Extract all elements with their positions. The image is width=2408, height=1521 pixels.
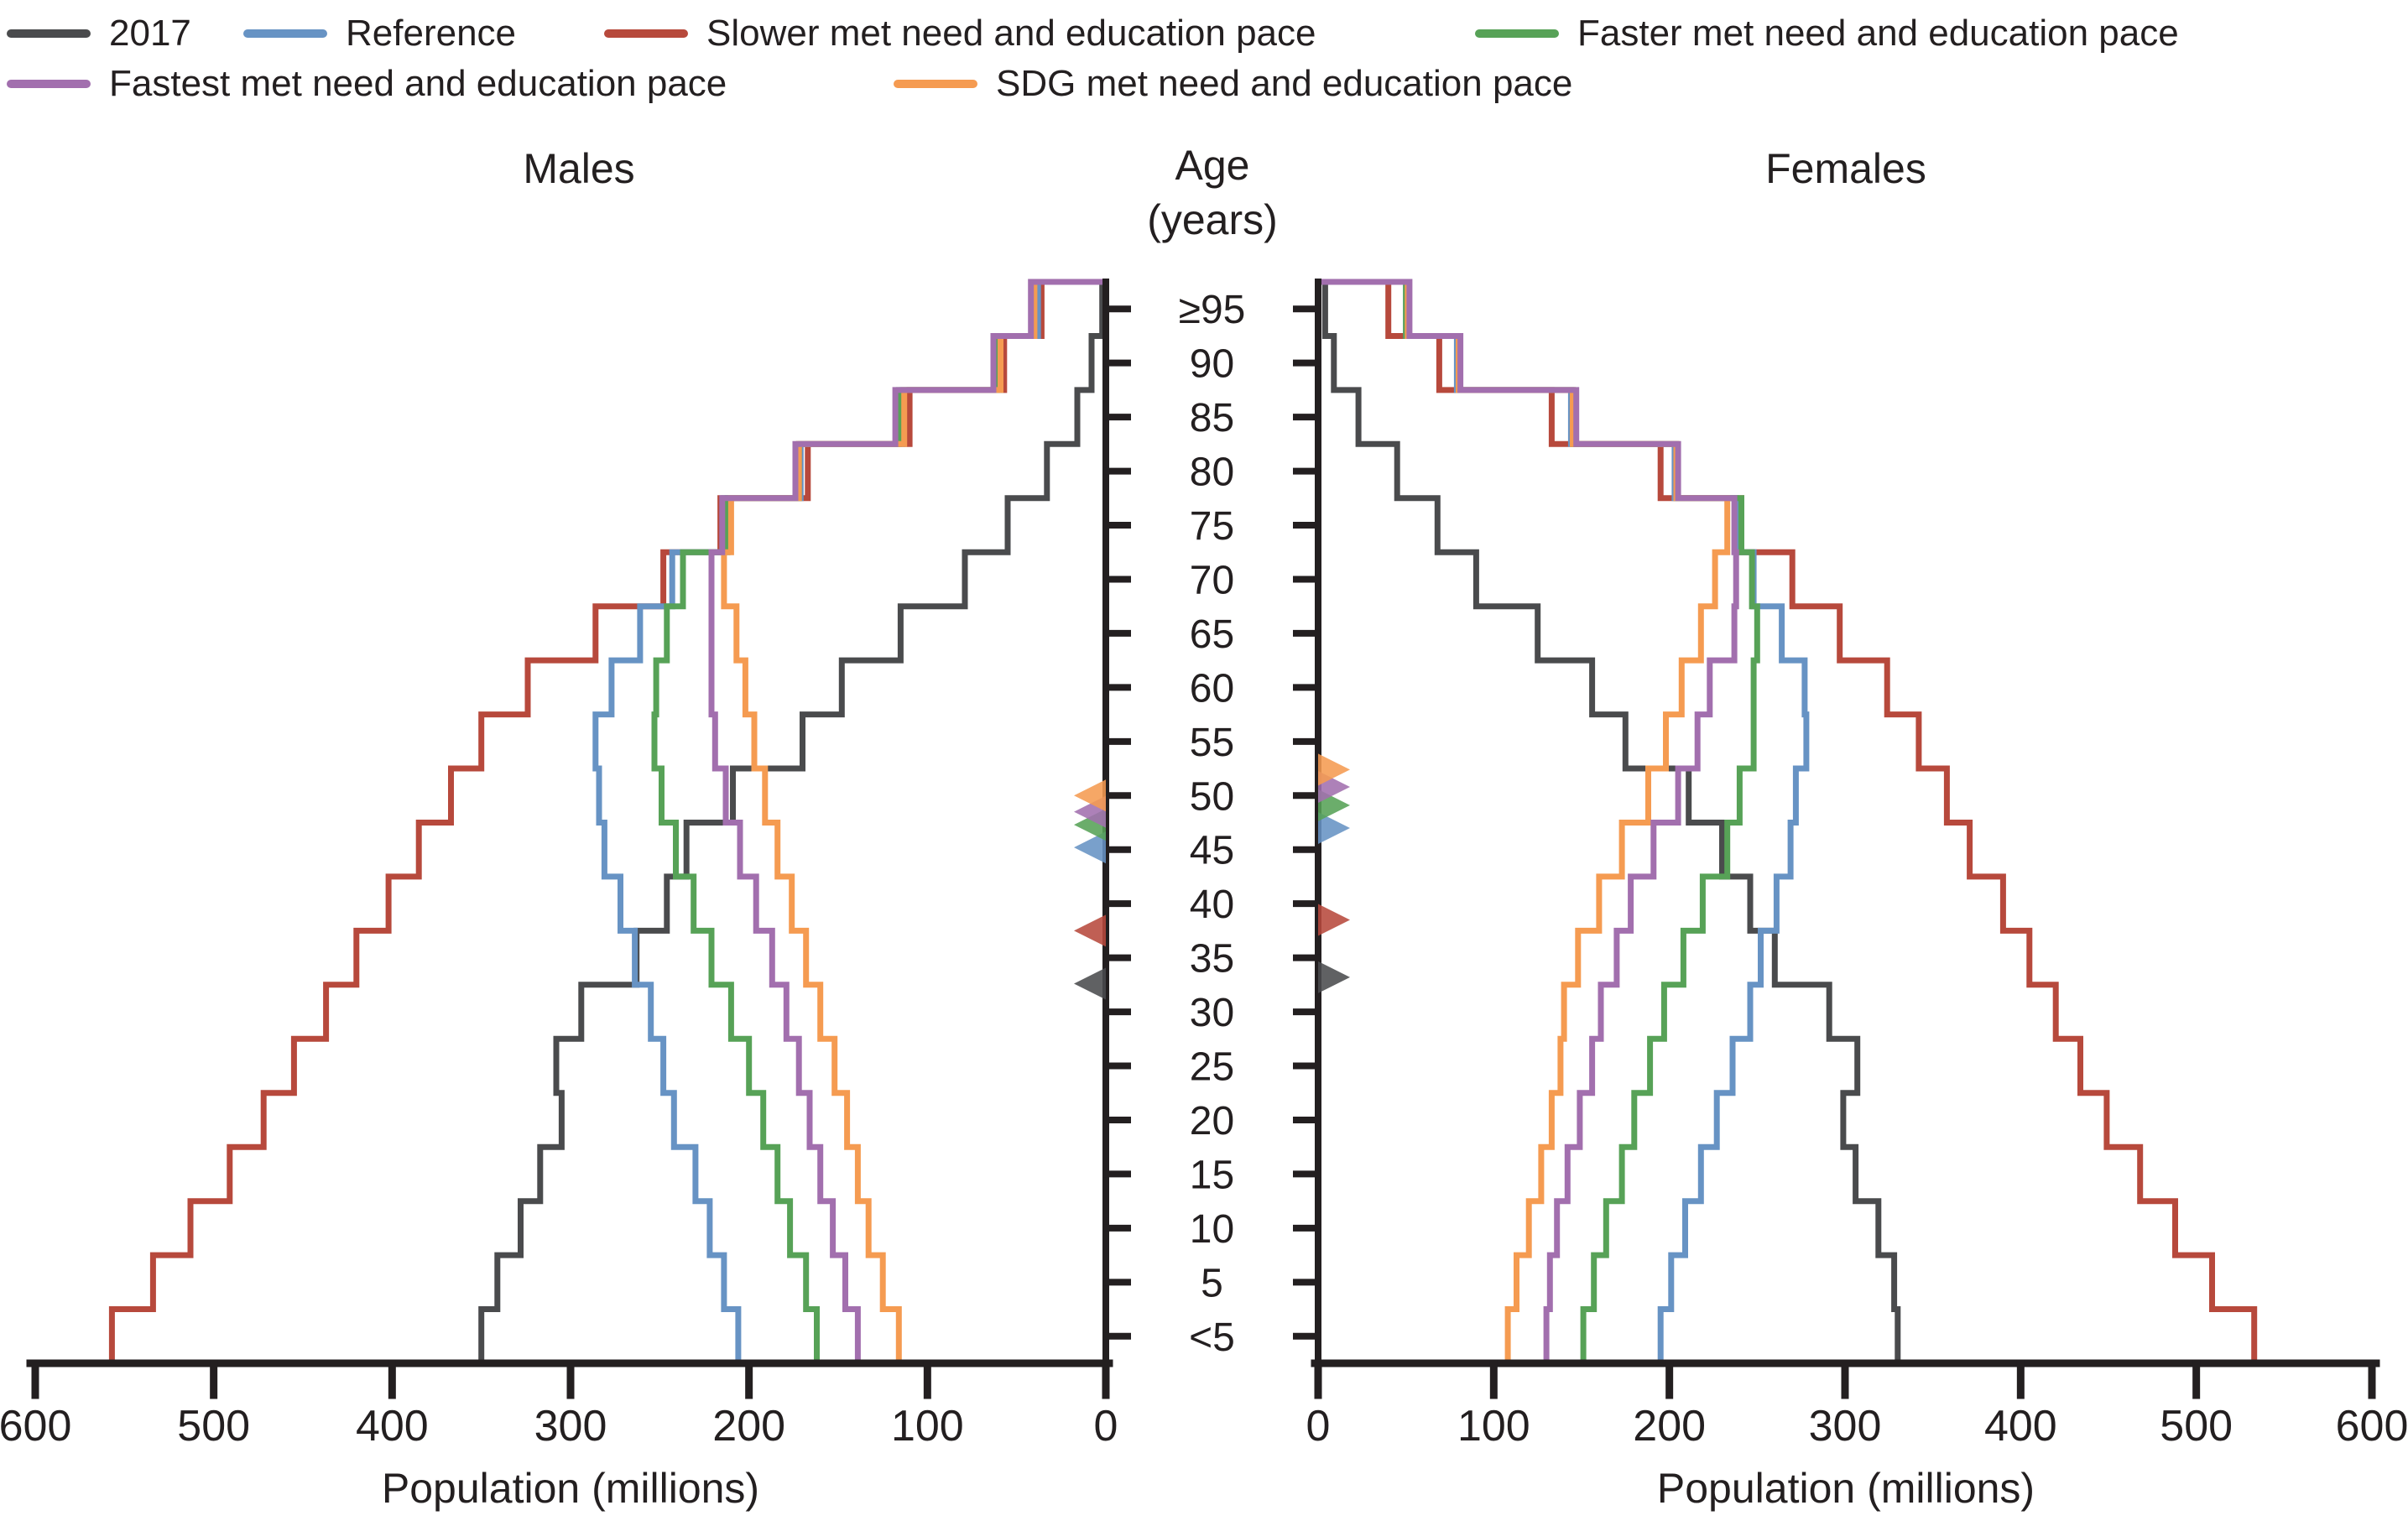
legend-label: Reference <box>346 13 517 54</box>
legend-label: SDG met need and education pace <box>996 63 1573 104</box>
females-panel-title: Females <box>1765 145 1926 192</box>
female-median-age-arrow <box>1318 811 1350 844</box>
age-tick-label: 20 <box>1190 1099 1234 1143</box>
age-tick-label: 60 <box>1190 666 1234 711</box>
legend-item-fastest: Fastest met need and education pace <box>7 60 727 107</box>
series-males-line <box>708 279 1106 1363</box>
females-xaxis-label: Population (millions) <box>1656 1465 2035 1512</box>
male-x-tick-label: 300 <box>534 1402 607 1451</box>
female-median-age-arrow <box>1318 961 1350 993</box>
legend-item-faster: Faster met need and education pace <box>1475 10 2179 57</box>
age-tick-label: 75 <box>1190 504 1234 549</box>
age-tick-label: 90 <box>1190 342 1234 387</box>
female-median-age-arrow <box>1318 904 1350 936</box>
legend-item-sdg: SDG met need and education pace <box>894 60 1572 107</box>
series-females-line <box>1318 279 2258 1363</box>
male-median-age-arrow <box>1074 914 1106 947</box>
males-xaxis-label: Population (millions) <box>381 1465 760 1512</box>
males-panel-title: Males <box>523 145 635 192</box>
age-tick-label: 55 <box>1190 721 1234 765</box>
age-axis-title: Age <box>1175 142 1250 189</box>
age-tick-label: 65 <box>1190 612 1234 657</box>
age-tick-label: 80 <box>1190 451 1234 495</box>
age-tick-label: 25 <box>1190 1045 1234 1090</box>
male-median-age-arrow <box>1074 779 1106 812</box>
age-tick-label: 45 <box>1190 829 1234 873</box>
female-x-tick-label: 300 <box>1809 1402 1882 1451</box>
female-x-tick-label: 600 <box>2336 1402 2408 1451</box>
age-tick-label: 35 <box>1190 937 1234 982</box>
age-tick-label: ≥95 <box>1179 288 1246 332</box>
age-tick-label: 10 <box>1190 1207 1234 1252</box>
series-males-line <box>108 279 1106 1363</box>
legend-label: Faster met need and education pace <box>1577 13 2179 54</box>
legend-swatch-2017 <box>7 29 91 38</box>
male-x-tick-label: 0 <box>1094 1402 1118 1451</box>
male-median-age-arrow <box>1074 967 1106 1000</box>
female-x-tick-label: 0 <box>1306 1402 1331 1451</box>
legend-label: 2017 <box>109 13 191 54</box>
age-tick-label: 85 <box>1190 396 1234 440</box>
legend-item-2017: 2017 <box>7 10 191 57</box>
series-females-line <box>1318 279 1901 1363</box>
legend-swatch-sdg <box>894 80 977 88</box>
age-tick-label: 70 <box>1190 558 1234 602</box>
age-axis-units: (years) <box>1147 196 1278 243</box>
age-tick-label: 30 <box>1190 991 1234 1035</box>
legend-swatch-slower <box>604 29 688 38</box>
age-tick-label: 40 <box>1190 883 1234 927</box>
age-tick-label: 50 <box>1190 774 1234 819</box>
male-x-tick-label: 600 <box>0 1402 71 1451</box>
female-x-tick-label: 400 <box>1984 1402 2057 1451</box>
legend-item-reference: Reference <box>243 10 516 57</box>
female-median-age-arrow <box>1318 753 1350 786</box>
age-tick-label: 15 <box>1190 1153 1234 1197</box>
male-x-tick-label: 200 <box>712 1402 785 1451</box>
male-x-tick-label: 400 <box>356 1402 429 1451</box>
female-x-tick-label: 100 <box>1457 1402 1530 1451</box>
legend-item-slower: Slower met need and education pace <box>604 10 1316 57</box>
legend-swatch-reference <box>243 29 327 38</box>
male-x-tick-label: 100 <box>891 1402 964 1451</box>
female-x-tick-label: 200 <box>1633 1402 1706 1451</box>
female-x-tick-label: 500 <box>2160 1402 2233 1451</box>
legend-swatch-fastest <box>7 80 91 88</box>
male-median-age-arrow <box>1074 831 1106 864</box>
age-tick-label: 5 <box>1201 1261 1223 1305</box>
male-x-tick-label: 500 <box>177 1402 250 1451</box>
legend-label: Slower met need and education pace <box>706 13 1316 54</box>
legend-swatch-faster <box>1475 29 1559 38</box>
legend-label: Fastest met need and education pace <box>109 63 727 104</box>
age-tick-label: <5 <box>1189 1315 1235 1360</box>
series-females-line <box>1318 279 1739 1363</box>
